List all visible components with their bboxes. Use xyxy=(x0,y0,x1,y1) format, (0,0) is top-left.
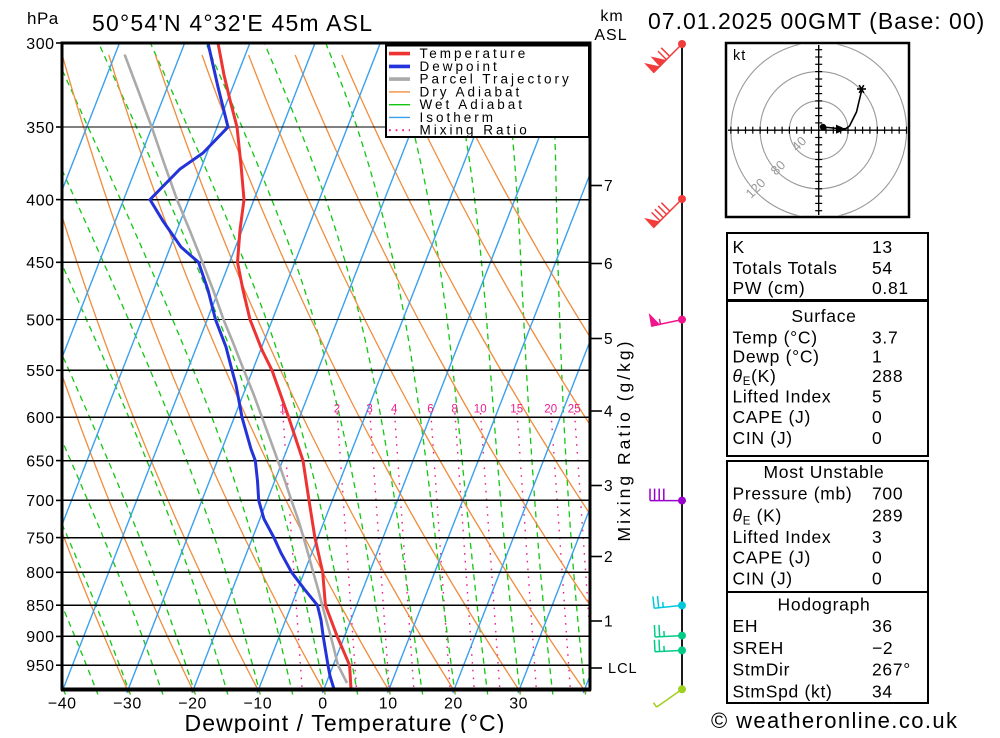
svg-text:CAPE (J): CAPE (J) xyxy=(733,407,812,427)
svg-text:PW (cm): PW (cm) xyxy=(733,278,806,298)
svg-text:700: 700 xyxy=(872,484,903,504)
svg-text:34: 34 xyxy=(872,682,893,702)
svg-text:Temp (°C): Temp (°C) xyxy=(733,328,818,348)
svg-text:0: 0 xyxy=(872,407,882,427)
svg-text:−40: −40 xyxy=(48,696,77,713)
svg-text:K: K xyxy=(733,237,745,257)
svg-text:−2: −2 xyxy=(872,638,893,658)
svg-text:θE(K): θE(K) xyxy=(733,366,777,388)
svg-text:3: 3 xyxy=(604,478,613,495)
svg-text:1: 1 xyxy=(872,347,882,367)
svg-text:3: 3 xyxy=(366,404,372,416)
svg-text:10: 10 xyxy=(474,404,487,416)
svg-text:θE (K): θE (K) xyxy=(733,506,783,528)
svg-text:600: 600 xyxy=(26,410,54,427)
svg-text:km: km xyxy=(600,8,623,25)
svg-text:750: 750 xyxy=(26,530,54,547)
svg-text:SREH: SREH xyxy=(733,638,784,658)
svg-text:2: 2 xyxy=(604,549,613,566)
svg-text:Lifted Index: Lifted Index xyxy=(733,527,832,547)
svg-text:400: 400 xyxy=(26,192,54,209)
svg-text:450: 450 xyxy=(26,255,54,272)
svg-text:Pressure (mb): Pressure (mb) xyxy=(733,484,853,504)
svg-text:CIN (J): CIN (J) xyxy=(733,428,793,448)
svg-text:Surface: Surface xyxy=(791,306,856,326)
svg-text:54: 54 xyxy=(872,258,893,278)
svg-text:EH: EH xyxy=(733,616,759,636)
svg-text:36: 36 xyxy=(872,616,893,636)
svg-text:550: 550 xyxy=(26,363,54,380)
svg-text:StmDir: StmDir xyxy=(733,660,791,680)
svg-text:1: 1 xyxy=(604,614,613,631)
svg-text:25: 25 xyxy=(568,404,581,416)
svg-text:Most Unstable: Most Unstable xyxy=(764,462,885,482)
svg-text:6: 6 xyxy=(427,404,433,416)
svg-text:500: 500 xyxy=(26,312,54,329)
svg-text:5: 5 xyxy=(872,387,882,407)
svg-text:6: 6 xyxy=(604,256,613,273)
svg-text:−30: −30 xyxy=(113,696,142,713)
svg-text:700: 700 xyxy=(26,493,54,510)
svg-text:0: 0 xyxy=(872,428,882,448)
svg-text:20: 20 xyxy=(544,404,557,416)
svg-text:07.01.2025 00GMT (Base: 00): 07.01.2025 00GMT (Base: 00) xyxy=(648,8,985,34)
svg-text:650: 650 xyxy=(26,453,54,470)
svg-text:Dewp (°C): Dewp (°C) xyxy=(733,347,820,367)
svg-text:Hodograph: Hodograph xyxy=(778,595,871,615)
svg-text:Mixing Ratio: Mixing Ratio xyxy=(420,123,530,138)
svg-text:Dewpoint / Temperature (°C): Dewpoint / Temperature (°C) xyxy=(185,710,506,733)
svg-text:Totals Totals: Totals Totals xyxy=(733,258,838,278)
svg-text:© weatheronline.co.uk: © weatheronline.co.uk xyxy=(711,708,958,733)
svg-text:267°: 267° xyxy=(872,660,911,680)
svg-text:350: 350 xyxy=(26,120,54,137)
svg-text:288: 288 xyxy=(872,366,903,386)
svg-text:LCL: LCL xyxy=(608,661,638,677)
svg-text:CAPE (J): CAPE (J) xyxy=(733,548,812,568)
svg-text:4: 4 xyxy=(391,404,398,416)
svg-text:0: 0 xyxy=(872,548,882,568)
svg-text:8: 8 xyxy=(451,404,457,416)
svg-text:4: 4 xyxy=(604,404,613,421)
svg-text:0: 0 xyxy=(872,569,882,589)
svg-text:900: 900 xyxy=(26,629,54,646)
svg-text:Mixing Ratio (g/kg): Mixing Ratio (g/kg) xyxy=(614,339,634,542)
svg-text:hPa: hPa xyxy=(27,9,59,28)
svg-text:ASL: ASL xyxy=(594,27,627,44)
svg-text:950: 950 xyxy=(26,658,54,675)
svg-text:50°54'N 4°32'E 45m ASL: 50°54'N 4°32'E 45m ASL xyxy=(92,10,373,36)
svg-text:289: 289 xyxy=(872,506,903,526)
svg-text:3.7: 3.7 xyxy=(872,328,898,348)
svg-text:Lifted Index: Lifted Index xyxy=(733,387,832,407)
svg-text:5: 5 xyxy=(604,331,613,348)
svg-text:1: 1 xyxy=(279,404,285,416)
svg-text:3: 3 xyxy=(872,527,882,547)
svg-text:StmSpd (kt): StmSpd (kt) xyxy=(733,682,833,702)
svg-text:2: 2 xyxy=(334,404,340,416)
svg-text:30: 30 xyxy=(509,696,528,713)
svg-text:0.81: 0.81 xyxy=(872,278,909,298)
svg-text:850: 850 xyxy=(26,598,54,615)
svg-text:300: 300 xyxy=(26,36,54,53)
svg-text:kt: kt xyxy=(733,48,746,64)
svg-text:CIN (J): CIN (J) xyxy=(733,569,793,589)
svg-text:15: 15 xyxy=(510,404,523,416)
svg-text:13: 13 xyxy=(872,237,893,257)
svg-text:800: 800 xyxy=(26,565,54,582)
svg-text:7: 7 xyxy=(604,178,613,195)
